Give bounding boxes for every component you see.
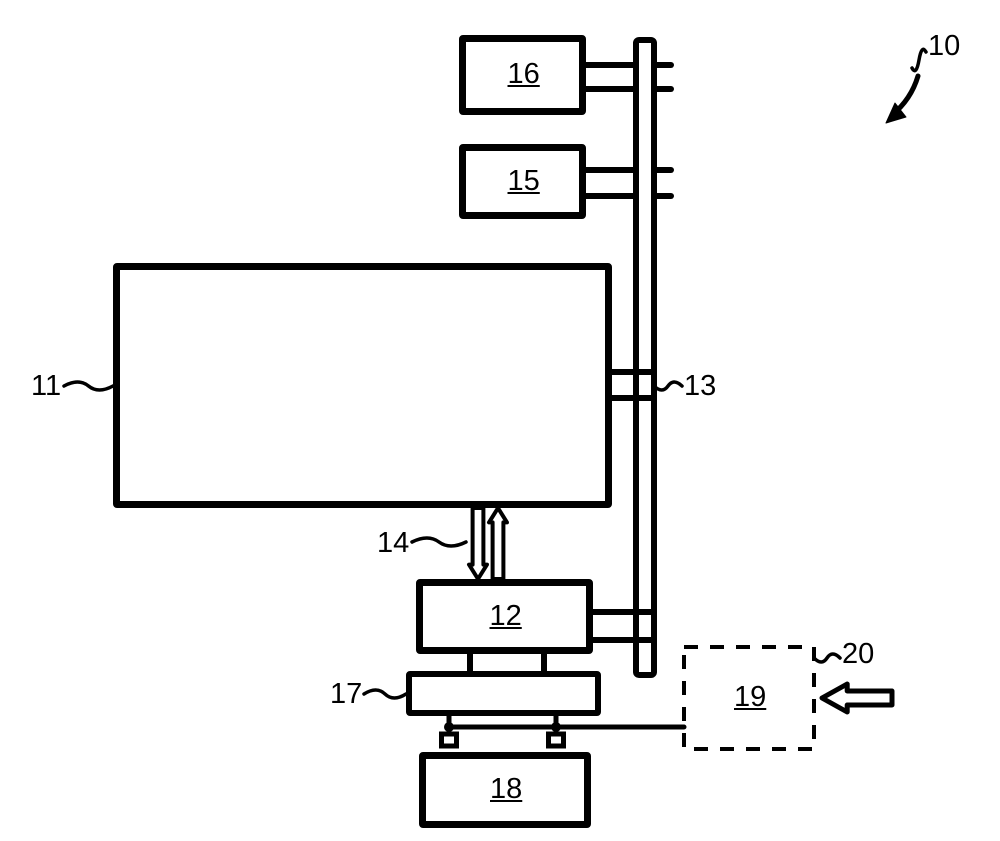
callout-11: 11 xyxy=(31,370,61,403)
label-19: 19 xyxy=(734,681,766,714)
label-18: 18 xyxy=(490,773,522,806)
callout-20: 20 xyxy=(842,638,874,671)
callout-10: 10 xyxy=(928,30,960,63)
callout-17: 17 xyxy=(330,678,362,711)
engine-block-11 xyxy=(113,263,612,508)
module-17 xyxy=(406,671,601,716)
label-15: 15 xyxy=(508,165,540,198)
label-12: 12 xyxy=(490,600,522,633)
label-16: 16 xyxy=(508,58,540,91)
callout-13: 13 xyxy=(684,370,716,403)
callout-14: 14 xyxy=(377,527,409,560)
